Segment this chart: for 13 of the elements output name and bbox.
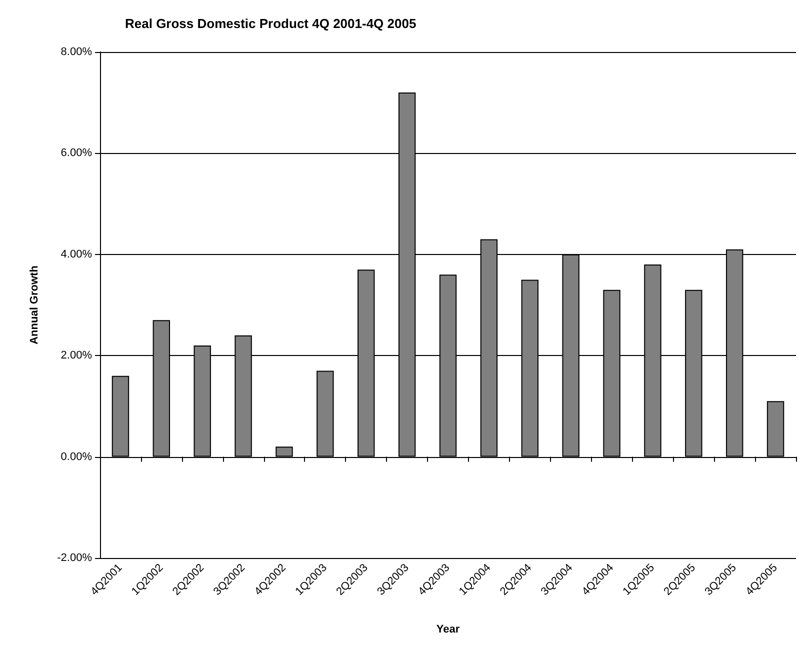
chart-title: Real Gross Domestic Product 4Q 2001-4Q 2005 [125,16,416,31]
y-tick-label: 2.00% [60,350,92,362]
y-axis-title: Annual Growth [28,265,40,344]
y-tick-label: 6.00% [60,147,92,160]
x-axis-title: Year [436,624,460,636]
bar [112,376,130,457]
bar [316,370,334,457]
y-tick-label: -2.00% [57,552,92,564]
y-tick-label: 4.00% [60,248,92,260]
y-tick-label: 0.00% [60,450,92,463]
bar [766,401,784,457]
y-tick-label: 8.00% [60,46,92,58]
bar [276,446,293,457]
